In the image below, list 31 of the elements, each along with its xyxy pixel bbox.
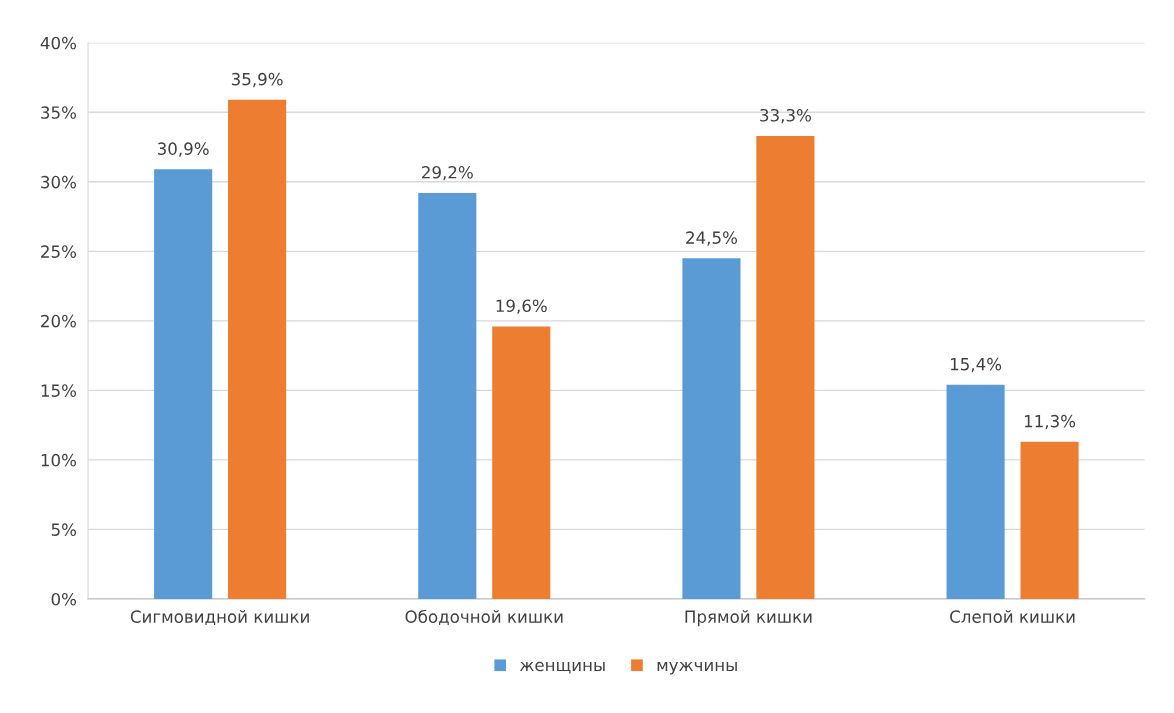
bar [418,192,477,599]
bar [1020,441,1079,599]
bar [756,135,815,599]
y-tick-label: 10% [41,453,77,467]
bar [154,169,213,599]
y-tick-label: 5% [51,523,77,536]
data-label: 11,3% [1024,414,1076,430]
data-label: 35,9% [231,72,283,88]
y-tick-label: 0% [51,592,77,606]
y-tick-label: 40% [40,36,77,50]
bar [682,258,741,599]
x-tick-label: Слепой кишки [950,610,1075,623]
legend-label: мужчины [657,661,737,675]
y-tick-label: 15% [41,384,77,397]
data-label: 29,2% [422,165,473,181]
data-label: 15,4% [950,357,1002,373]
x-tick-label: Прямой кишки [685,610,812,627]
x-tick-label: Сигмовидной кишки [130,610,309,625]
data-label: 33,3% [760,108,811,124]
legend-label: женщины [519,661,605,674]
bar [228,99,287,599]
bar [946,384,1005,599]
x-tick-label: Ободочной кишки [405,609,563,625]
y-tick-label: 25% [41,245,77,258]
data-label: 19,6% [496,299,547,314]
bar [492,326,551,599]
y-tick-label: 35% [41,106,77,119]
data-label: 24,5% [686,231,737,246]
data-label: 30,9% [157,142,209,157]
y-tick-label: 30% [41,175,77,189]
y-tick-label: 20% [41,314,77,328]
